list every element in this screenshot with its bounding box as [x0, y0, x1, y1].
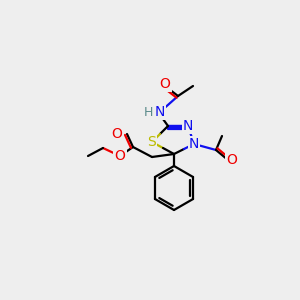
Text: O: O	[160, 77, 170, 91]
Text: N: N	[155, 105, 165, 119]
Text: O: O	[111, 127, 122, 141]
Text: O: O	[226, 153, 237, 167]
Text: O: O	[115, 149, 125, 163]
Text: S: S	[148, 135, 156, 149]
Text: H: H	[144, 106, 153, 118]
Text: N: N	[189, 137, 199, 151]
Text: N: N	[183, 119, 193, 133]
